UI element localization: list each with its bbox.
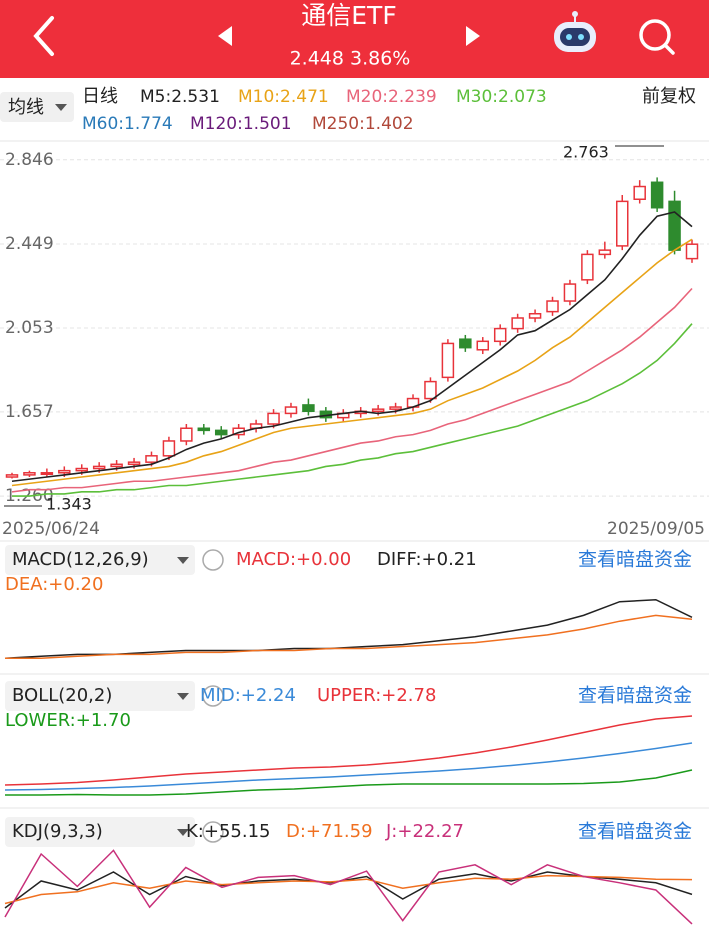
indicator-label: MID:+2.24: [200, 685, 296, 706]
x-label: 2025/06/24: [2, 519, 100, 539]
indicator-label: DEA:+0.20: [5, 574, 103, 595]
candle-body: [511, 317, 524, 330]
candle-body: [563, 283, 577, 302]
ma-legend: M10:2.471: [238, 87, 329, 107]
indicator-label: DIFF:+0.21: [377, 549, 477, 570]
indicator-label: K:+55.15: [186, 821, 270, 842]
candle-body: [145, 455, 158, 463]
candle-body: [441, 342, 455, 379]
indicator-label: MACD:+0.00: [236, 549, 351, 570]
ma-line: [11, 287, 693, 493]
candle-body: [180, 427, 193, 442]
indicator-title: BOLL(20,2): [12, 685, 112, 706]
title: 通信ETF: [301, 1, 396, 30]
dropdown-arrow: [55, 104, 67, 111]
candle-body: [633, 185, 646, 200]
candle-body: [127, 461, 141, 466]
candle-body: [110, 463, 123, 468]
dropdown-arrow: [177, 829, 189, 836]
candle-body: [650, 181, 664, 209]
indicator-line: [4, 715, 693, 786]
indicator-dropdown[interactable]: [5, 681, 195, 711]
x-label: 2025/09/05: [607, 519, 705, 539]
indicator-title: KDJ(9,3,3): [12, 821, 103, 842]
candle-body: [58, 469, 71, 474]
candle-body: [267, 412, 280, 425]
period[interactable]: 日线: [82, 86, 118, 107]
next-button[interactable]: [466, 26, 480, 46]
candle-body: [214, 429, 228, 436]
y-tick-label: 1.657: [5, 402, 54, 422]
adjust[interactable]: 前复权: [642, 86, 696, 107]
ma-legend: M20:2.239: [346, 87, 437, 107]
candle-body: [162, 440, 176, 457]
candle-body: [493, 327, 507, 343]
candle-body: [476, 340, 490, 351]
search-button[interactable]: [639, 19, 675, 55]
robot-icon[interactable]: [554, 11, 596, 52]
candle-body: [5, 474, 19, 478]
dropdown-arrow: [177, 693, 189, 700]
ma-button[interactable]: 均线: [8, 97, 44, 118]
candle-body: [581, 253, 594, 281]
annotation-low: 1.343: [46, 495, 92, 514]
ma-legend: M5:2.531: [140, 87, 220, 107]
link[interactable]: 查看暗盘资金: [578, 549, 692, 571]
candle-body: [40, 472, 54, 476]
indicator-label: LOWER:+1.70: [5, 710, 131, 731]
change: 3.86%: [350, 48, 410, 70]
annotation-high: 2.763: [563, 143, 609, 162]
candle-body: [685, 243, 699, 260]
candle-body: [459, 338, 472, 349]
candle-body: [371, 408, 385, 413]
back-button[interactable]: [33, 16, 54, 56]
candle-body: [668, 200, 681, 251]
indicator-line: [5, 769, 693, 796]
indicator-label: J:+22.27: [385, 821, 464, 842]
ma-legend: M120:1.501: [190, 114, 292, 134]
candle-body: [598, 249, 612, 256]
ma-line: [11, 238, 693, 487]
indicator-dropdown[interactable]: [5, 545, 195, 575]
help-icon: [202, 685, 224, 707]
candle-body: [197, 427, 211, 432]
indicator-line: [4, 874, 693, 905]
candle-body: [284, 406, 298, 415]
candle-body: [92, 465, 106, 470]
candle-body: [75, 467, 88, 472]
indicator-label: D:+71.59: [286, 821, 373, 842]
ma-line: [11, 211, 693, 483]
ma-legend: M60:1.774: [82, 114, 173, 134]
indicator-dropdown[interactable]: [5, 817, 195, 847]
help-icon: [202, 821, 224, 843]
candle-body: [528, 312, 542, 319]
candle-body: [424, 380, 437, 400]
candle-body: [23, 472, 36, 476]
indicator-line: [5, 614, 693, 659]
link[interactable]: 查看暗盘资金: [578, 821, 692, 843]
indicator-label: UPPER:+2.78: [317, 685, 436, 706]
candle-body: [389, 406, 402, 410]
indicator-line: [4, 742, 693, 791]
price: 2.448: [290, 48, 344, 70]
y-tick-label: 2.846: [5, 150, 54, 170]
candle-body: [616, 200, 629, 247]
ma-line: [12, 323, 693, 497]
ma-legend: M30:2.073: [456, 87, 547, 107]
y-tick-label: 2.449: [5, 234, 54, 254]
ma-dropdown[interactable]: [0, 92, 74, 122]
y-tick-label: 2.053: [5, 318, 54, 338]
prev-button[interactable]: [218, 26, 232, 46]
indicator-line: [4, 849, 693, 925]
candle-body: [302, 404, 315, 413]
indicator-title: MACD(12,26,9): [12, 549, 149, 570]
dropdown-arrow: [177, 557, 189, 564]
indicator-line: [4, 598, 693, 659]
link[interactable]: 查看暗盘资金: [578, 685, 692, 707]
candle-body: [546, 300, 559, 313]
ma-legend: M250:1.402: [312, 114, 414, 134]
help-icon: [202, 549, 224, 571]
